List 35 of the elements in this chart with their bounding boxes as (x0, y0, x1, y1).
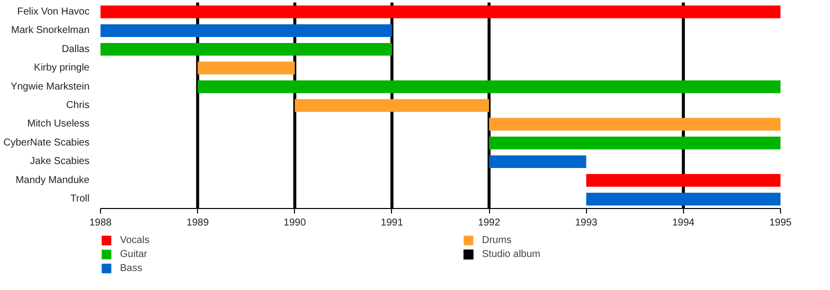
y-tick-label: Mark Snorkelman (11, 25, 90, 36)
bar (198, 62, 295, 74)
x-tick-label: 1995 (769, 218, 792, 228)
legend-label: Guitar (120, 248, 148, 260)
y-tick-label: Chris (66, 100, 90, 111)
legend-label: Vocals (120, 234, 150, 246)
bar (294, 99, 490, 112)
bar (586, 174, 780, 187)
x-tick-label: 1992 (478, 218, 501, 228)
y-tick-label: Yngwie Markstein (10, 81, 90, 92)
bar (489, 155, 586, 168)
y-tick-label: Dallas (62, 44, 90, 55)
bar (100, 5, 780, 18)
bar (586, 192, 780, 206)
x-tick-label: 1991 (380, 218, 404, 228)
x-tick-label: 1994 (672, 218, 695, 228)
bar (198, 80, 780, 94)
y-tick-label: Mandy Manduke (16, 174, 90, 186)
x-tick-label: 1988 (89, 218, 112, 228)
x-tick-label: 1989 (186, 218, 210, 228)
y-tick-label: Kirby pringle (34, 62, 90, 74)
y-tick-label: Troll (70, 194, 90, 205)
y-tick-label: Felix Von Havoc (17, 6, 90, 18)
legend-label: Drums (482, 234, 512, 246)
bar (489, 118, 780, 131)
x-tick-label: 1990 (284, 218, 306, 228)
bar (100, 24, 392, 37)
x-tick-label: 1993 (575, 218, 598, 228)
legend-label: Bass (120, 262, 144, 274)
bar (100, 42, 392, 56)
y-tick-label: CyberNate Scabies (3, 137, 90, 148)
legend-label: Studio album (482, 248, 542, 260)
bar (489, 136, 780, 150)
y-tick-label: Mitch Useless (27, 118, 90, 130)
y-tick-label: Jake Scabies (30, 156, 90, 168)
